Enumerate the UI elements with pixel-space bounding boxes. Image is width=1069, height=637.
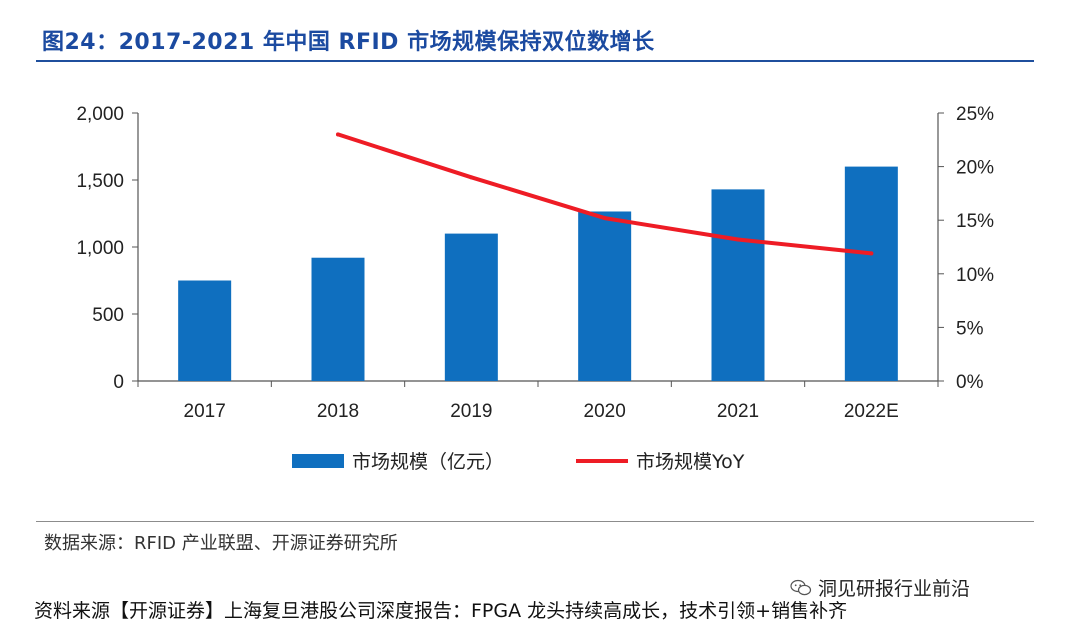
yoy-point-2018 (336, 132, 340, 137)
x-tick-label: 2022E (844, 401, 899, 422)
wechat-label: 洞见研报行业前沿 (818, 578, 971, 600)
y-right-tick-label: 15% (956, 211, 994, 232)
source-note: 数据来源：RFID 产业联盟、开源证券研究所 (44, 533, 398, 554)
chart-title: 图24：2017-2021 年中国 RFID 市场规模保持双位数增长 (42, 30, 655, 55)
x-tick-label: 2020 (584, 401, 626, 422)
y-left-tick-label: 500 (92, 305, 124, 326)
bar-2022E (844, 166, 898, 381)
y-right-tick-label: 20% (956, 158, 994, 179)
x-tick-label: 2017 (184, 401, 226, 422)
bar-2017 (178, 280, 232, 381)
bar-2020 (578, 211, 632, 381)
bar-2019 (444, 233, 498, 381)
yoy-point-2019 (469, 175, 474, 180)
y-left-tick-label: 0 (113, 372, 124, 393)
y-left-tick-label: 2,000 (76, 104, 124, 125)
wechat-badge: 洞见研报行业前沿 (790, 574, 970, 601)
yoy-point-2021 (736, 237, 740, 242)
legend-bar-label: 市场规模（亿元） (352, 451, 504, 473)
y-right-tick-label: 25% (956, 104, 994, 125)
x-tick-label: 2019 (450, 401, 492, 422)
x-tick-label: 2018 (317, 401, 359, 422)
legend-bar-swatch (292, 454, 344, 468)
y-left-tick-label: 1,500 (76, 171, 124, 192)
bar-2018 (311, 257, 365, 381)
chart-svg: 0 500 1,000 1,500 2,000 0% 5% 10% 15% 20% 25% 2017 2… (76, 104, 994, 473)
yoy-point-2022E (869, 251, 874, 256)
y-right-tick-label: 10% (956, 265, 994, 286)
legend-line-label: 市场规模YoY (636, 451, 745, 473)
y-right-tick-label: 0% (956, 372, 984, 393)
bar-2021 (711, 189, 765, 381)
source-divider (36, 521, 1034, 522)
wechat-icon (790, 579, 812, 595)
y-left-tick-label: 1,000 (76, 238, 124, 259)
title-bar: 图24：2017-2021 年中国 RFID 市场规模保持双位数增长 (36, 20, 1034, 62)
yoy-point-2020 (602, 216, 607, 221)
x-tick-label: 2021 (717, 401, 759, 422)
y-right-tick-label: 5% (956, 318, 984, 339)
footer-caption: 资料来源【开源证券】上海复旦港股公司深度报告：FPGA 龙头持续高成长，技术引领… (34, 600, 848, 622)
